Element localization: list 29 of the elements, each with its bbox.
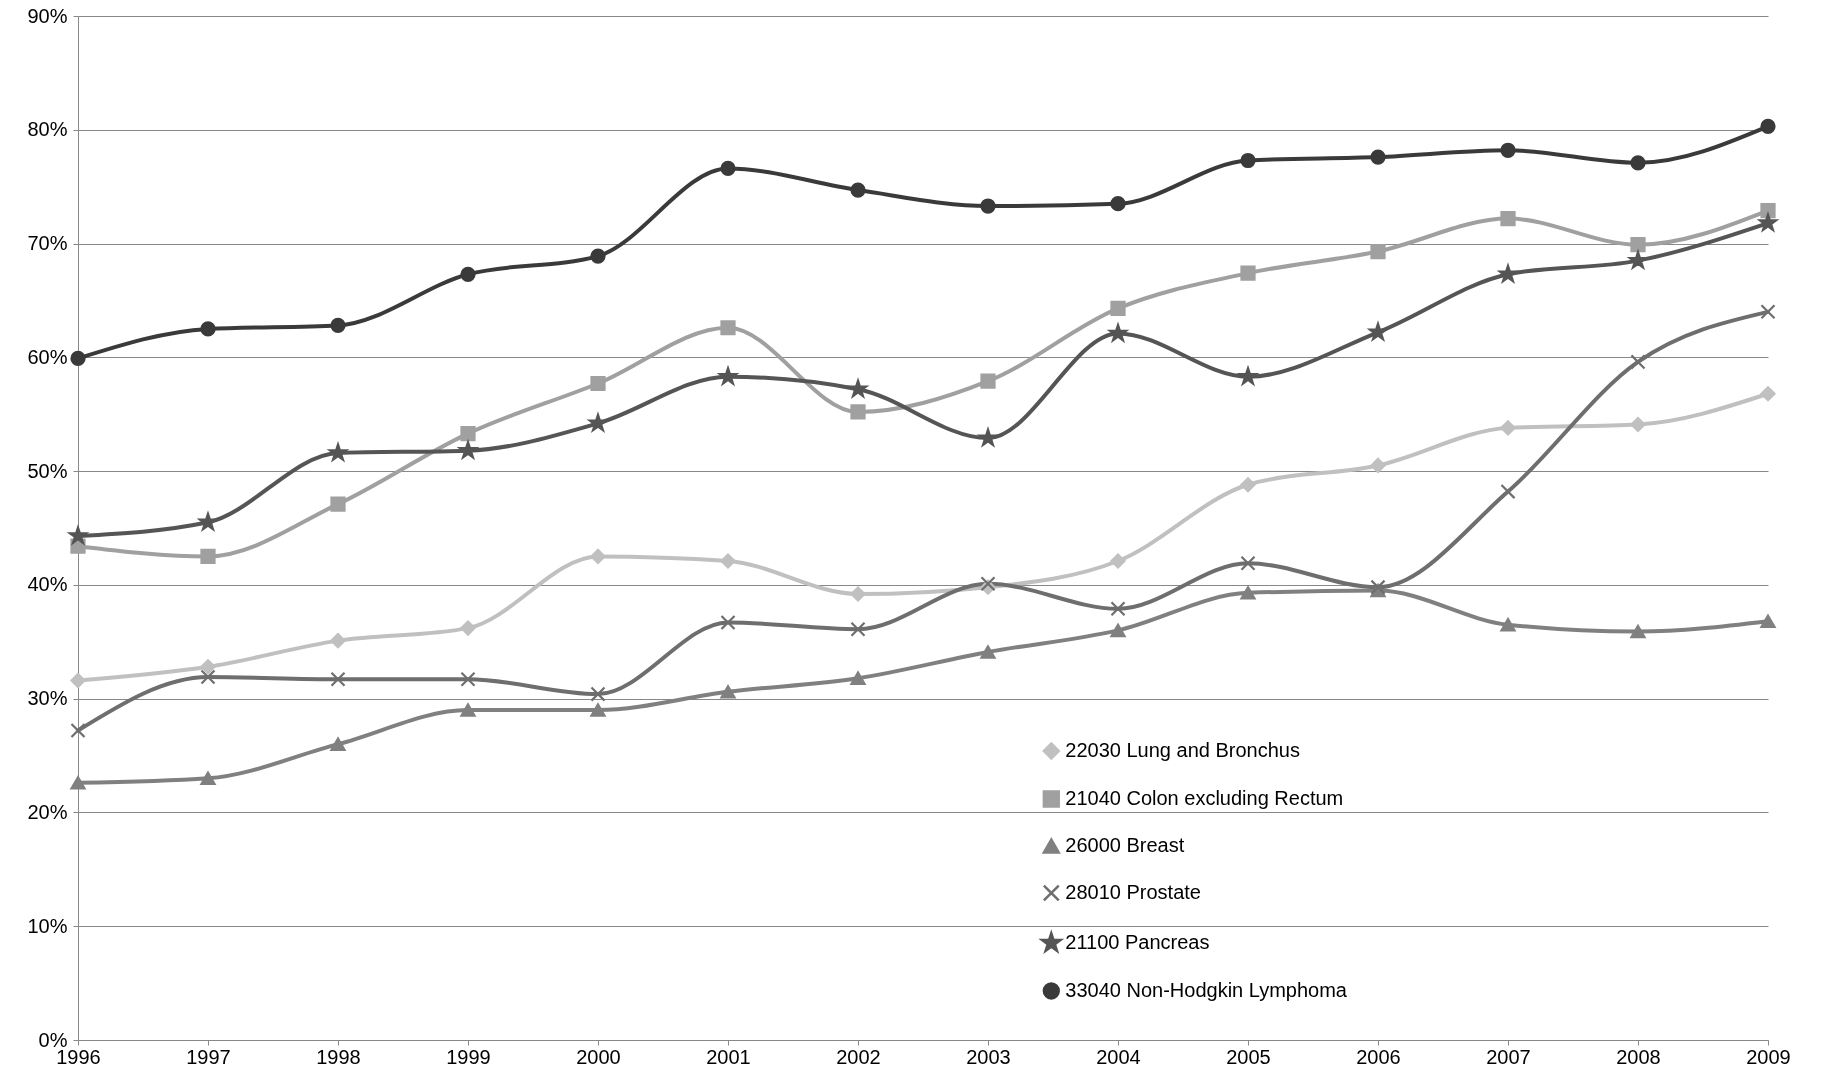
- legend-label: 21100 Pancreas: [1065, 930, 1210, 953]
- x-tick-label: 2002: [836, 1045, 881, 1068]
- x-tick-label: 2003: [966, 1045, 1011, 1068]
- x-tick-label: 1999: [446, 1045, 491, 1068]
- y-tick-label: 10%: [27, 914, 68, 937]
- y-tick-label: 20%: [27, 800, 68, 823]
- x-tick-label: 2009: [1746, 1045, 1791, 1068]
- x-tick-label: 2006: [1356, 1045, 1401, 1068]
- legend-label: 21040 Colon excluding Rectum: [1065, 786, 1344, 809]
- x-tick-label: 2004: [1096, 1045, 1141, 1068]
- x-tick-label: 2005: [1226, 1045, 1271, 1068]
- legend-label: 26000 Breast: [1065, 833, 1185, 856]
- x-tick-label: 1998: [316, 1045, 361, 1068]
- x-tick-label: 1997: [186, 1045, 231, 1068]
- x-tick-label: 2000: [576, 1045, 621, 1068]
- y-tick-label: 30%: [27, 687, 68, 710]
- x-tick-label: 2008: [1616, 1045, 1661, 1068]
- y-tick-label: 50%: [27, 459, 68, 482]
- y-tick-label: 0%: [38, 1028, 68, 1051]
- y-tick-label: 60%: [27, 345, 68, 368]
- y-tick-label: 90%: [27, 4, 68, 27]
- y-tick-label: 40%: [27, 573, 68, 596]
- x-tick-label: 2007: [1486, 1045, 1531, 1068]
- x-tick-label: 2001: [706, 1045, 751, 1068]
- legend-label: 28010 Prostate: [1065, 880, 1201, 903]
- legend-label: 22030 Lung and Bronchus: [1065, 738, 1300, 761]
- y-tick-label: 80%: [27, 118, 68, 141]
- legend-label: 33040 Non-Hodgkin Lymphoma: [1065, 978, 1348, 1001]
- y-tick-label: 70%: [27, 232, 68, 255]
